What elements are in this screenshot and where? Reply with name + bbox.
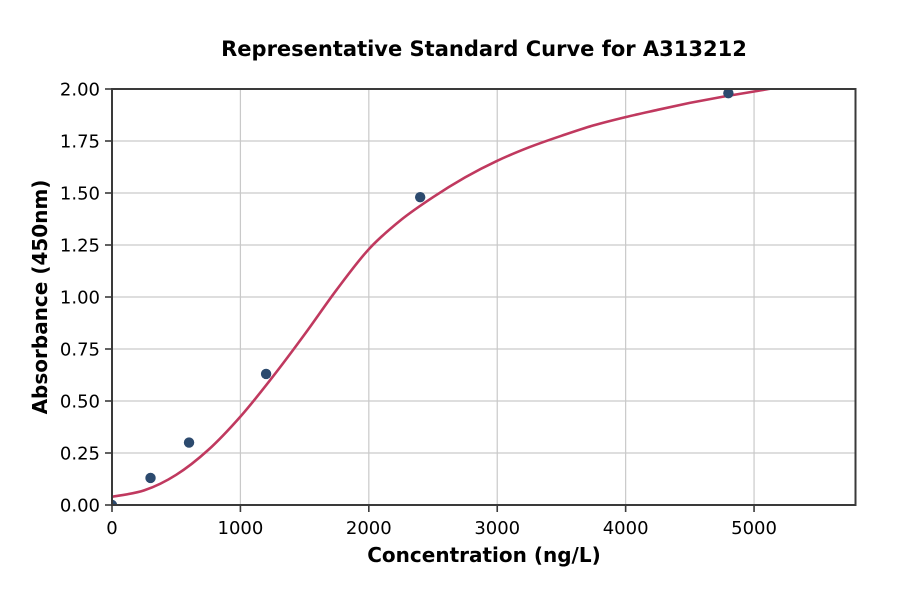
x-tick-label: 2000 bbox=[346, 518, 392, 539]
x-tick-label: 4000 bbox=[603, 518, 649, 539]
data-point-marker bbox=[414, 191, 426, 203]
data-point-marker bbox=[183, 437, 195, 448]
y-tick-label: 0.50 bbox=[60, 392, 100, 413]
x-tick-label: 5000 bbox=[731, 518, 777, 539]
data-point-marker bbox=[145, 472, 156, 484]
y-tick-label: 2.00 bbox=[60, 80, 100, 101]
y-tick-label: 1.00 bbox=[60, 288, 100, 309]
x-tick-label: 0 bbox=[106, 518, 117, 539]
chart-title: Representative Standard Curve for A31321… bbox=[221, 37, 747, 61]
y-tick-label: 1.25 bbox=[60, 236, 100, 257]
x-axis-label: Concentration (ng/L) bbox=[367, 543, 601, 567]
data-point-marker bbox=[723, 89, 734, 99]
x-tick-label: 1000 bbox=[218, 518, 264, 539]
y-tick-label: 1.75 bbox=[60, 132, 100, 153]
y-tick-label: 0.25 bbox=[60, 444, 100, 465]
y-tick-label: 1.50 bbox=[60, 184, 100, 205]
data-point-marker bbox=[112, 499, 118, 505]
y-tick-label: 0.00 bbox=[60, 496, 100, 517]
fit-curve-line bbox=[112, 89, 775, 498]
data-point-marker bbox=[260, 368, 272, 380]
y-tick-label: 0.75 bbox=[60, 340, 100, 361]
x-tick-label: 3000 bbox=[474, 518, 520, 539]
